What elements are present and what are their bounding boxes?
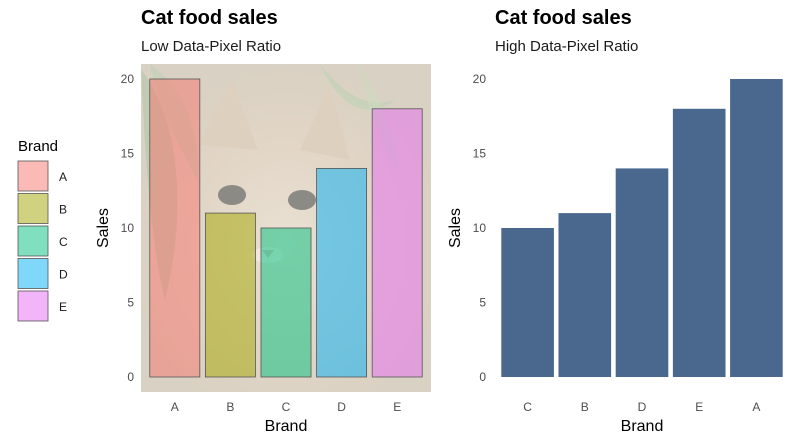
left-chart-title: Cat food sales: [141, 7, 278, 29]
bar-c: [501, 228, 554, 377]
y-tick-label: 15: [473, 147, 487, 161]
left-chart-subtitle: Low Data-Pixel Ratio: [141, 38, 281, 55]
right-x-axis-title: Brand: [621, 418, 664, 435]
legend-key-d: [17, 258, 49, 289]
x-tick-label: D: [638, 400, 647, 414]
bar-a: [149, 78, 201, 378]
y-tick-label: 15: [121, 147, 135, 161]
left-x-axis-title: Brand: [265, 418, 308, 435]
legend-key-b: [17, 193, 49, 224]
x-tick-label: A: [752, 400, 760, 414]
x-tick-label: B: [581, 400, 589, 414]
y-tick-label: 20: [473, 72, 487, 86]
y-tick-label: 0: [479, 370, 486, 384]
bar-e: [371, 108, 423, 378]
right-chart-subtitle: High Data-Pixel Ratio: [495, 38, 638, 55]
bar-a: [730, 79, 783, 377]
legend-label: D: [59, 268, 68, 282]
right-chart-title: Cat food sales: [495, 7, 632, 29]
bar-c: [260, 227, 312, 378]
left-chart: Cat food sales Low Data-Pixel Ratio 0 5 10…: [17, 7, 431, 435]
legend-label: C: [59, 235, 68, 249]
x-tick-label: C: [282, 400, 291, 414]
y-tick-label: 0: [127, 370, 134, 384]
right-chart: Cat food sales High Data-Pixel Ratio 0 5 1…: [447, 7, 783, 435]
legend-key-a: [17, 160, 49, 192]
x-tick-label: A: [171, 400, 179, 414]
x-tick-label: D: [337, 400, 346, 414]
y-tick-label: 10: [473, 221, 487, 235]
bar-b: [558, 213, 612, 377]
y-tick-label: 10: [121, 221, 135, 235]
y-tick-label: 20: [121, 72, 135, 86]
y-tick-label: 5: [127, 296, 134, 310]
right-y-axis-title: Sales: [447, 208, 464, 248]
legend-label: E: [59, 300, 67, 314]
bar-d: [615, 168, 669, 377]
legend-key-c: [17, 225, 49, 257]
legend-key-e: [17, 290, 49, 322]
x-tick-label: E: [393, 400, 401, 414]
bar-b: [204, 212, 256, 378]
left-y-axis-title: Sales: [95, 208, 112, 248]
legend-title: Brand: [18, 138, 58, 155]
legend-label: A: [59, 170, 67, 184]
x-tick-label: B: [226, 400, 234, 414]
bar-e: [672, 108, 726, 378]
legend: Brand A B C D E: [17, 138, 68, 322]
x-tick-label: C: [523, 400, 532, 414]
y-tick-label: 5: [479, 296, 486, 310]
bar-d: [316, 167, 368, 378]
x-tick-label: E: [695, 400, 703, 414]
legend-label: B: [59, 203, 67, 217]
